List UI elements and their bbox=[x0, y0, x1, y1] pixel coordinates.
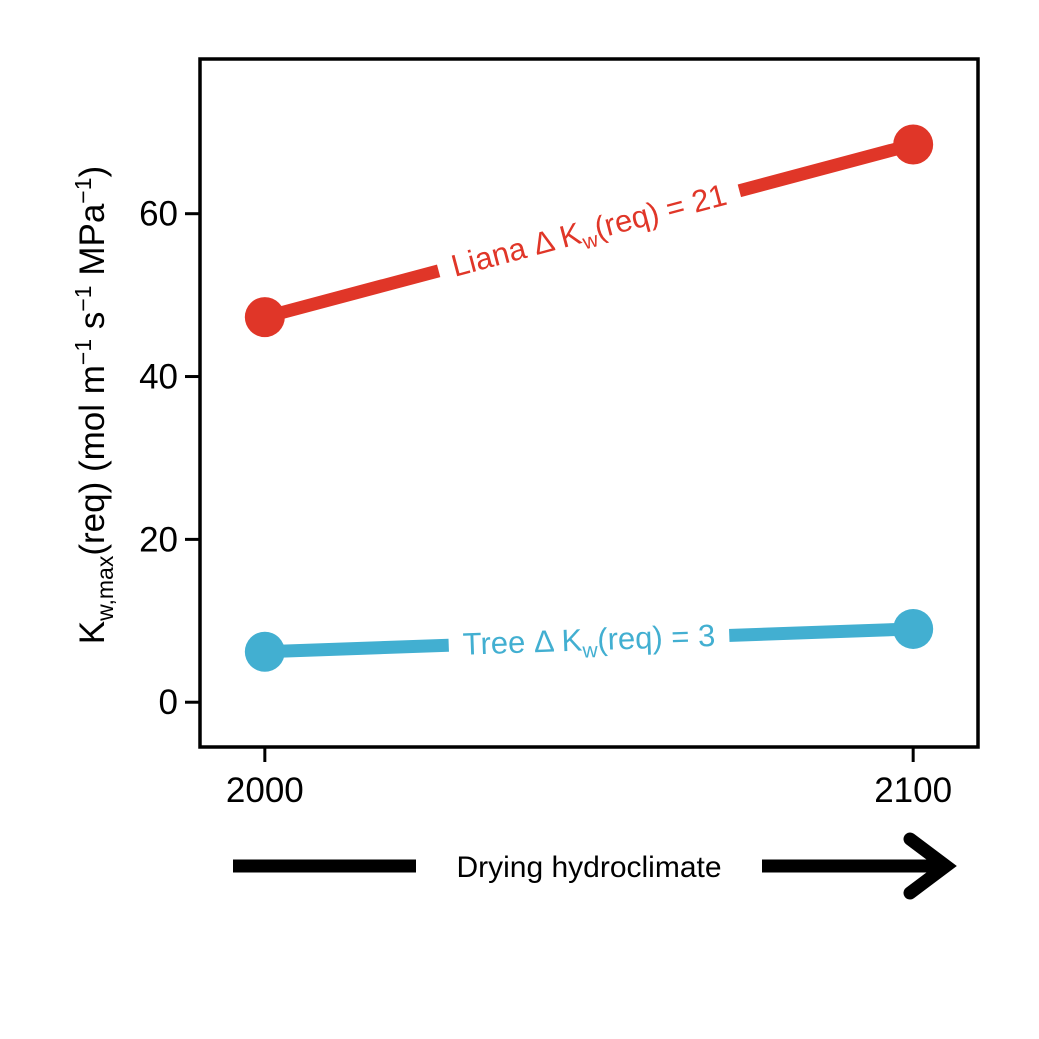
liana-annotation-sub: w bbox=[579, 228, 601, 255]
y-axis-title-close: ) bbox=[73, 166, 112, 178]
x-tick-label-0: 2000 bbox=[226, 771, 304, 810]
x-tick-label-1: 2100 bbox=[874, 771, 952, 810]
tree-annotation-prefix: Tree Δ K bbox=[462, 623, 583, 662]
drying-arrow-label: Drying hydroclimate bbox=[456, 851, 721, 884]
y-tick-label-1: 20 bbox=[139, 520, 178, 559]
y-axis-title-mid2: MPa bbox=[73, 203, 112, 285]
y-axis-title: Kw,max(req) (mol m−1 s−1 MPa−1) bbox=[70, 166, 118, 644]
arrow-head-icon bbox=[903, 832, 957, 900]
liana-annotation-suffix: (req) = 21 bbox=[590, 177, 730, 246]
tree-annotation-gap bbox=[448, 615, 730, 666]
liana-annotation-gap bbox=[433, 171, 745, 291]
plot-frame bbox=[198, 57, 980, 749]
y-axis-title-main: K bbox=[73, 621, 112, 644]
y-axis-title-sub: w,max bbox=[92, 555, 118, 622]
y-axis-title-mid: s bbox=[73, 312, 112, 339]
drying-arrow: Drying hydroclimate bbox=[233, 832, 957, 900]
liana-annotation-label: Liana Δ Kw(req) = 21 bbox=[448, 177, 732, 289]
liana-annotation: Liana Δ Kw(req) = 21 bbox=[433, 171, 745, 291]
tree-annotation-label: Tree Δ Kw(req) = 3 bbox=[462, 618, 716, 667]
liana-point-1 bbox=[893, 124, 934, 165]
y-axis-title-sup1: −1 bbox=[70, 339, 96, 365]
tree-point-1 bbox=[893, 608, 934, 649]
y-axis: 0 20 40 60 bbox=[139, 195, 200, 722]
x-axis: 2000 2100 bbox=[226, 747, 952, 810]
y-axis-title-sup3: −1 bbox=[70, 177, 96, 203]
tree-annotation-sub: w bbox=[581, 639, 599, 663]
liana-annotation-prefix: Liana Δ K bbox=[448, 216, 586, 284]
y-tick-label-2: 40 bbox=[139, 358, 178, 397]
y-axis-title-sup2: −1 bbox=[70, 285, 96, 311]
y-tick-label-0: 0 bbox=[159, 683, 178, 722]
liana-point-0 bbox=[244, 297, 285, 338]
tree-annotation-suffix: (req) = 3 bbox=[597, 618, 716, 657]
y-tick-label-3: 60 bbox=[139, 195, 178, 234]
tree-annotation: Tree Δ Kw(req) = 3 bbox=[448, 615, 730, 667]
y-axis-title-tail: (req) (mol m bbox=[73, 365, 112, 556]
tree-point-0 bbox=[244, 631, 285, 672]
